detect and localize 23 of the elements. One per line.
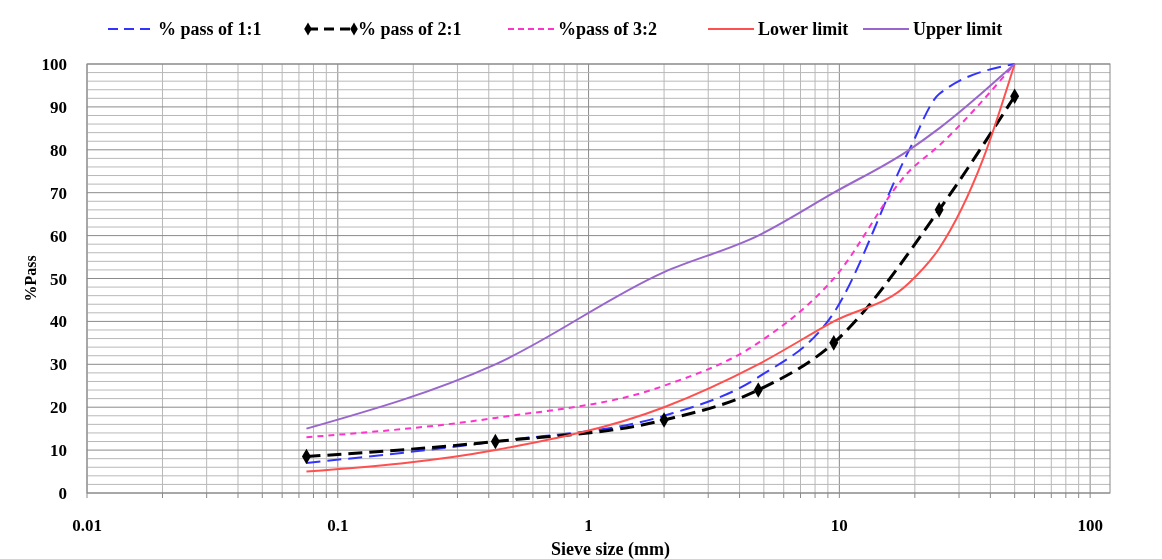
x-tick-label: 1 bbox=[584, 516, 593, 535]
y-tick-label: 20 bbox=[50, 398, 67, 418]
y-tick-label: 100 bbox=[41, 55, 67, 74]
y-axis-title: %Pass bbox=[22, 255, 39, 302]
y-tick-label: 80 bbox=[50, 140, 67, 160]
y-tick-label: 70 bbox=[50, 183, 67, 203]
legend-label: %pass of 3:2 bbox=[558, 19, 658, 39]
y-tick-label: 10 bbox=[50, 441, 67, 461]
legend-label: Upper limit bbox=[913, 19, 1003, 39]
x-axis-title: Sieve size (mm) bbox=[551, 539, 670, 559]
legend-label: % pass of 2:1 bbox=[358, 19, 462, 39]
y-tick-label: 30 bbox=[50, 355, 67, 375]
y-tick-label: 60 bbox=[50, 226, 67, 246]
legend-label: Lower limit bbox=[758, 19, 849, 39]
legend-label: % pass of 1:1 bbox=[158, 19, 262, 39]
y-tick-label: 0 bbox=[58, 484, 67, 503]
y-tick-label: 40 bbox=[50, 312, 67, 332]
x-tick-label: 0.01 bbox=[72, 516, 102, 535]
x-tick-label: 100 bbox=[1077, 516, 1103, 535]
y-tick-label: 50 bbox=[50, 269, 67, 289]
x-tick-label: 10 bbox=[830, 516, 848, 535]
x-tick-label: 0.1 bbox=[327, 516, 349, 535]
y-tick-label: 90 bbox=[50, 97, 67, 117]
